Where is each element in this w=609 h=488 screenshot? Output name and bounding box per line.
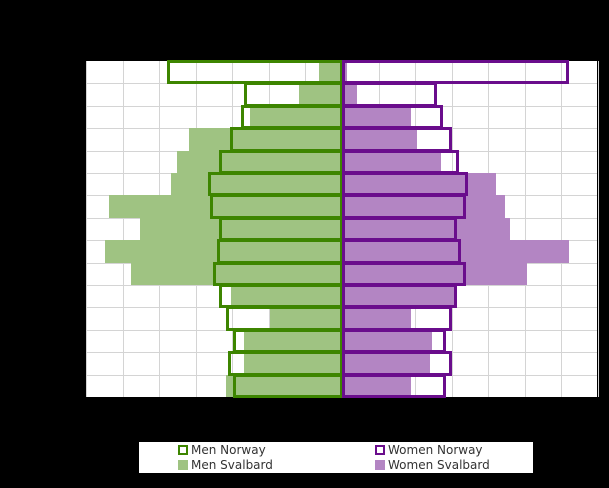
men-norway-bar [229, 127, 343, 152]
women-norway-bar [342, 239, 461, 264]
women-norway-bar [342, 127, 452, 152]
women-norway-bar [342, 284, 458, 309]
women-norway-bar [342, 60, 569, 85]
men-svalbard-bar [225, 374, 343, 397]
men-svalbard-bar [171, 173, 343, 196]
men-norway-swatch-icon [178, 444, 188, 455]
legend-item-men-svalbard: Men Svalbard [178, 457, 273, 472]
men-svalbard-bar [130, 262, 343, 285]
women-norway-bar [342, 216, 458, 242]
women-svalbard-bar [342, 83, 357, 106]
legend-label: Men Svalbard [191, 457, 273, 472]
women-svalbard-bar [342, 217, 511, 241]
men-norway-bar [167, 60, 343, 85]
legend-label: Men Norway [191, 442, 266, 457]
women-norway-bar [342, 172, 469, 197]
gridline-vertical [598, 61, 599, 397]
women-svalbard-bar [342, 352, 430, 375]
men-norway-bar [240, 104, 343, 130]
men-norway-bar [225, 306, 343, 331]
men-svalbard-bar [105, 240, 343, 263]
women-svalbard-bar [342, 285, 458, 308]
women-svalbard-bar [342, 307, 412, 330]
men-svalbard-bar [319, 61, 343, 84]
men-svalbard-bar [269, 307, 343, 330]
men-svalbard-bar [299, 83, 343, 106]
men-norway-bar [218, 216, 343, 242]
women-svalbard-bar [342, 105, 412, 129]
men-svalbard-bar [140, 217, 343, 241]
men-norway-bar [233, 328, 343, 354]
women-norway-bar [342, 82, 438, 107]
chart-legend: Men Norway Men Svalbard Women Norway Wom… [139, 442, 533, 473]
men-norway-bar [233, 373, 343, 398]
women-svalbard-bar [342, 374, 412, 397]
women-norway-swatch-icon [375, 444, 385, 455]
women-norway-bar [342, 351, 452, 376]
women-norway-bar [342, 104, 443, 130]
women-norway-bar [342, 149, 460, 174]
gridline-vertical [86, 61, 87, 397]
men-norway-bar [218, 149, 343, 174]
men-svalbard-swatch-icon [178, 459, 188, 470]
women-svalbard-bar [342, 329, 432, 353]
women-svalbard-swatch-icon [375, 459, 385, 470]
women-norway-bar [342, 194, 467, 219]
legend-item-men-norway: Men Norway [178, 442, 266, 457]
women-svalbard-bar [342, 173, 496, 196]
men-svalbard-bar [244, 329, 343, 353]
men-norway-bar [207, 172, 343, 197]
men-svalbard-bar [249, 105, 343, 129]
men-norway-bar [244, 82, 343, 107]
gridline-vertical [525, 61, 526, 397]
gridline-vertical [123, 61, 124, 397]
women-svalbard-bar [342, 150, 441, 173]
men-svalbard-bar [244, 352, 343, 375]
women-svalbard-bar [342, 240, 569, 263]
men-svalbard-bar [176, 150, 343, 173]
women-svalbard-bar [342, 128, 417, 151]
men-norway-bar [213, 261, 343, 286]
men-norway-bar [209, 194, 343, 219]
women-norway-bar [342, 261, 467, 286]
men-svalbard-bar [189, 128, 343, 151]
women-norway-bar [342, 373, 447, 398]
women-norway-bar [342, 306, 452, 331]
chart-plot-area [86, 60, 599, 398]
legend-label: Women Svalbard [388, 457, 490, 472]
men-svalbard-bar [108, 195, 343, 218]
women-svalbard-bar [342, 262, 527, 285]
men-norway-bar [218, 284, 343, 309]
men-norway-bar [216, 239, 343, 264]
legend-item-women-svalbard: Women Svalbard [375, 457, 490, 472]
gridline-vertical [561, 61, 562, 397]
men-norway-bar [227, 351, 343, 376]
women-norway-bar [342, 328, 447, 354]
men-svalbard-bar [231, 285, 343, 308]
legend-item-women-norway: Women Norway [375, 442, 483, 457]
legend-label: Women Norway [388, 442, 483, 457]
